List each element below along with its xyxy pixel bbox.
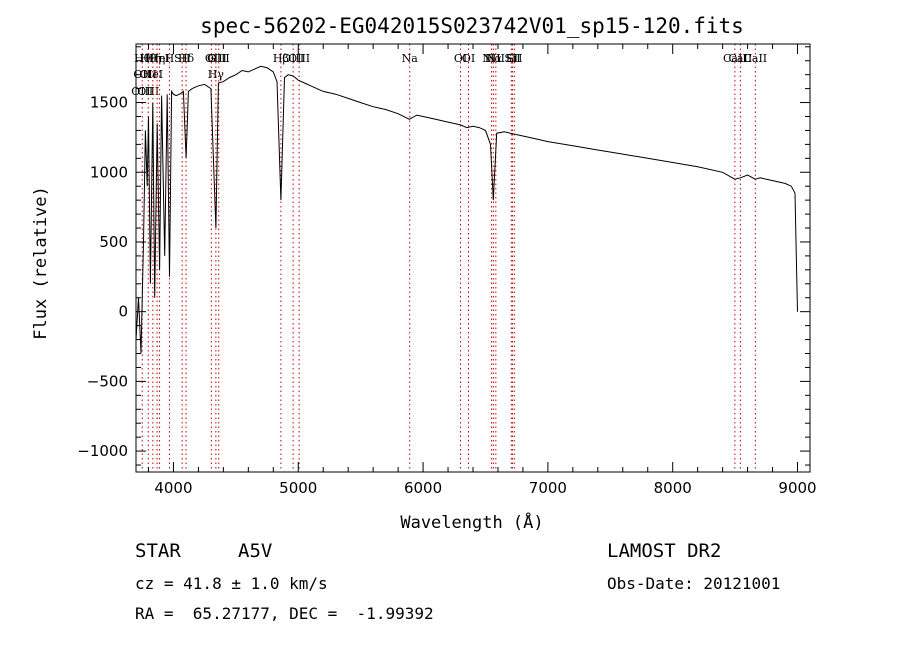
line-label-8-0: G <box>207 52 216 65</box>
line-label-2-1: HeI <box>143 68 163 81</box>
line-label-0-0: Hθ <box>134 52 151 65</box>
x-axis-label: Wavelength (Å) <box>400 511 543 533</box>
line-label-2-0: Hη <box>145 52 161 65</box>
chart-title: spec-56202-EG042015S023742V01_sp15-120.f… <box>200 14 744 38</box>
object-class: STAR <box>135 540 181 562</box>
line-label-21-0: SII <box>504 52 520 65</box>
coordinates: RA = 65.27177, DEC = -1.99392 <box>135 604 434 623</box>
redshift-velocity: cz = 41.8 ± 1.0 km/s <box>135 574 328 593</box>
line-label-14-0: Na <box>402 52 419 65</box>
x-tick-label-5: 9000 <box>778 479 816 497</box>
line-label-6-0: SII <box>174 52 190 65</box>
plot-frame <box>135 43 811 473</box>
spectral-subclass: A5V <box>238 540 273 562</box>
line-label-15-0: OI <box>454 52 467 65</box>
line-label-23-0: CaII <box>723 52 747 65</box>
line-label-17-0: NII <box>482 52 500 65</box>
line-label-16-0: OI <box>462 52 475 65</box>
spectrum-line <box>135 65 798 354</box>
x-tick-label-2: 6000 <box>404 479 442 497</box>
x-tick-label-4: 8000 <box>654 479 692 497</box>
x-tick-label-3: 7000 <box>529 479 567 497</box>
line-label-20-0: Li <box>506 52 517 65</box>
x-tick-label-1: 5000 <box>279 479 317 497</box>
line-label-24-0: CaII <box>729 52 753 65</box>
y-tick-label-2: 0 <box>118 303 128 321</box>
line-label-1-2: OIII <box>137 85 159 98</box>
line-label-1-0: Hθ <box>140 52 157 65</box>
line-label-0-1: OII <box>133 68 151 81</box>
axes: 4000 5000 6000 7000 8000 9000 −1000 −500 0 500 100… <box>77 43 817 497</box>
line-label-19-0: NII <box>487 52 505 65</box>
y-tick-label-5: 1500 <box>90 94 128 112</box>
y-tick-label-4: 1000 <box>90 163 128 181</box>
line-label-3-0: Hη <box>149 52 165 65</box>
y-axis-label: Flux (relative) <box>31 186 51 340</box>
line-label-7-0: Hδ <box>178 52 195 65</box>
line-label-18-0: Hα <box>485 52 503 65</box>
x-tick-label-0: 4000 <box>154 479 192 497</box>
line-label-13-0: OIII <box>288 52 310 65</box>
observation-date: Obs-Date: 20121001 <box>607 574 781 593</box>
line-label-9-0: OIII <box>205 52 227 65</box>
line-label-22-0: SII <box>506 52 522 65</box>
line-label-25-0: CaII <box>743 52 767 65</box>
line-label-11-0: Hβ <box>273 52 289 65</box>
line-label-10-0: OIII <box>208 52 230 65</box>
line-label-4-0: HeI <box>149 52 169 65</box>
line-label-12-0: OIII <box>282 52 304 65</box>
line-label-5-0: H <box>165 52 175 65</box>
line-label-9-1: Hγ <box>208 68 225 81</box>
survey-name: LAMOST DR2 <box>607 540 722 562</box>
y-tick-label-3: 500 <box>99 233 128 251</box>
y-tick-label-1: −500 <box>87 372 128 390</box>
y-tick-label-0: −1000 <box>77 442 128 460</box>
